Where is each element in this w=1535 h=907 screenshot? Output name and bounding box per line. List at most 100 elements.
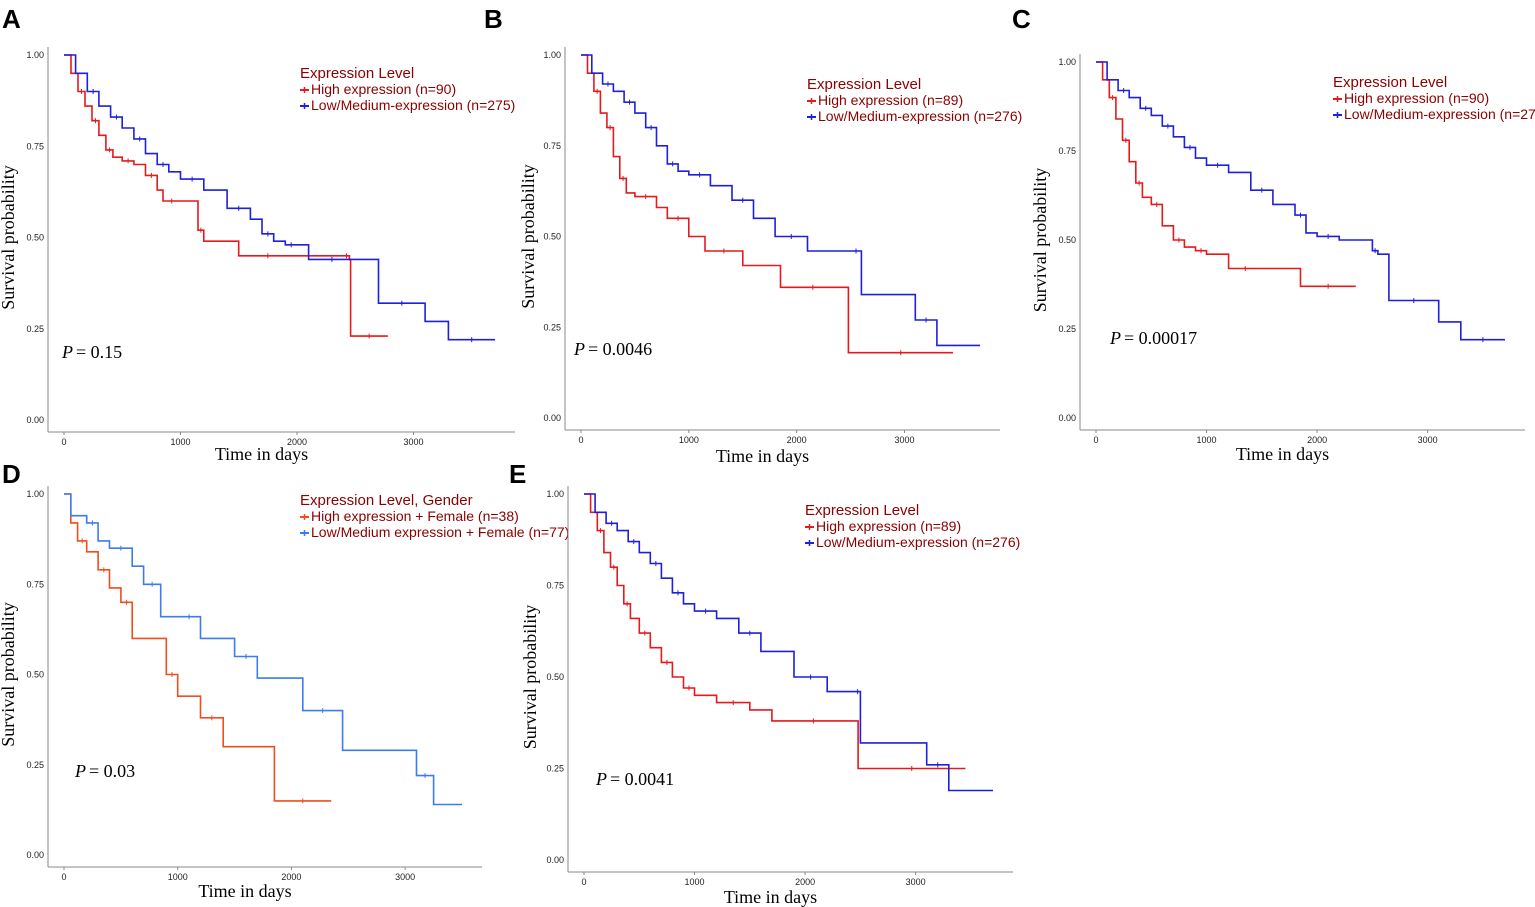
x-axis-title: Time in days <box>198 881 291 901</box>
panel-letter: A <box>2 4 21 34</box>
panel-c: C 0.00 0.25 0.50 0.75 1.00 0 1000 2000 3000 Time i… <box>1012 4 1535 464</box>
legend-entry: High expression (n=90) <box>311 81 456 97</box>
panel-e: E 0.00 0.25 0.50 0.75 1.00 0 1000 2000 3000 Time i… <box>509 459 1020 907</box>
p-symbol: P <box>61 342 73 362</box>
survival-curve-low <box>584 493 993 792</box>
panel-letter: B <box>484 4 503 34</box>
legend-title: Expression Level <box>805 502 919 519</box>
p-value-label: P = 0.0041 <box>595 769 674 789</box>
legend-entry: Low/Medium expression + Female (n=77) <box>311 524 569 540</box>
survival-curve-high <box>581 54 953 354</box>
p-value-label: P = 0.03 <box>74 761 135 781</box>
x-tick-label: 2000 <box>795 877 815 887</box>
p-value-label: P = 0.00017 <box>1109 328 1197 348</box>
legend-title: Expression Level <box>1333 74 1447 91</box>
x-tick-label: 0 <box>61 437 66 447</box>
survival-curve-high <box>584 493 966 770</box>
p-value-label: P = 0.0046 <box>573 339 652 359</box>
p-number: = 0.15 <box>76 342 122 362</box>
legend-entry: Low/Medium-expression (n=276) <box>818 108 1022 124</box>
y-tick-label: 0.00 <box>546 855 564 865</box>
p-number: = 0.0046 <box>588 339 652 359</box>
y-tick-label: 0.00 <box>26 850 44 860</box>
y-tick-label: 0.75 <box>26 141 44 151</box>
y-tick-label: 1.00 <box>543 50 561 60</box>
y-tick-label: 0.25 <box>543 322 561 332</box>
p-number: = 0.0041 <box>610 769 674 789</box>
y-tick-label: 0.25 <box>26 324 44 334</box>
p-symbol: P <box>573 339 585 359</box>
legend-entry: High expression (n=89) <box>816 518 961 534</box>
x-axis-title: Time in days <box>215 444 308 464</box>
x-tick-label: 3000 <box>403 437 423 447</box>
y-tick-label: 0.00 <box>543 413 561 423</box>
x-axis-title: Time in days <box>724 887 817 907</box>
y-tick-label: 0.50 <box>543 232 561 242</box>
y-axis-title: Survival probability <box>518 164 538 308</box>
x-tick-label: 3000 <box>1418 435 1438 445</box>
x-tick-label: 0 <box>1093 435 1098 445</box>
x-tick-label: 2000 <box>787 435 807 445</box>
survival-curve-high <box>1096 61 1356 288</box>
panel-a: A 0.00 0.25 0.50 0.75 1.00 0 1000 2000 3000 Time i… <box>0 4 515 464</box>
y-tick-label: 0.75 <box>543 141 561 151</box>
y-tick-label: 0.00 <box>1058 413 1076 423</box>
y-tick-label: 0.75 <box>1058 146 1076 156</box>
x-tick-label: 0 <box>578 435 583 445</box>
survival-curve-low <box>581 54 980 347</box>
survival-curve-low <box>1096 61 1505 341</box>
y-tick-label: 0.25 <box>1058 324 1076 334</box>
x-tick-label: 1000 <box>168 872 188 882</box>
x-tick-label: 1000 <box>170 437 190 447</box>
y-tick-label: 0.50 <box>546 672 564 682</box>
p-symbol: P <box>1109 328 1121 348</box>
y-tick-label: 0.50 <box>1058 235 1076 245</box>
legend-title: Expression Level, Gender <box>300 492 473 509</box>
y-tick-label: 0.75 <box>26 579 44 589</box>
x-tick-label: 3000 <box>906 877 926 887</box>
legend-entry: Low/Medium-expression (n=275) <box>1344 106 1535 122</box>
x-tick-label: 2000 <box>281 872 301 882</box>
survival-curve-high <box>64 54 388 337</box>
x-tick-label: 0 <box>581 877 586 887</box>
x-tick-label: 3000 <box>894 435 914 445</box>
survival-curve-high <box>64 493 332 802</box>
survival-curve-low <box>64 493 462 806</box>
y-axis-title: Survival probability <box>0 602 18 746</box>
p-number: = 0.00017 <box>1124 328 1197 348</box>
panel-d: D 0.00 0.25 0.50 0.75 1.00 0 1000 2000 3000 Time i… <box>0 459 569 901</box>
y-axis-title: Survival probability <box>1030 168 1050 312</box>
x-tick-label: 0 <box>61 872 66 882</box>
y-tick-label: 1.00 <box>1058 57 1076 67</box>
y-axis-title: Survival probability <box>520 605 540 749</box>
panel-letter: D <box>2 459 21 489</box>
x-tick-label: 2000 <box>1307 435 1327 445</box>
survival-curve-low <box>64 54 495 341</box>
y-tick-label: 1.00 <box>26 50 44 60</box>
y-tick-label: 0.25 <box>546 764 564 774</box>
y-axis-title: Survival probability <box>0 165 18 309</box>
legend-entry: Low/Medium-expression (n=276) <box>816 534 1020 550</box>
p-symbol: P <box>74 761 86 781</box>
panel-letter: C <box>1012 4 1031 34</box>
x-tick-label: 1000 <box>679 435 699 445</box>
y-tick-label: 0.25 <box>26 760 44 770</box>
p-value-label: P = 0.15 <box>61 342 122 362</box>
legend-entry: High expression + Female (n=38) <box>311 508 519 524</box>
y-tick-label: 1.00 <box>546 489 564 499</box>
y-tick-label: 1.00 <box>26 489 44 499</box>
panel-letter: E <box>509 459 526 489</box>
panel-b: B 0.00 0.25 0.50 0.75 1.00 0 1000 2000 3000 Time i… <box>484 4 1022 466</box>
legend-entry: High expression (n=90) <box>1344 90 1489 106</box>
legend-title: Expression Level <box>300 65 414 82</box>
y-tick-label: 0.00 <box>26 415 44 425</box>
x-axis-title: Time in days <box>1236 444 1329 464</box>
legend-title: Expression Level <box>807 76 921 93</box>
x-tick-label: 2000 <box>287 437 307 447</box>
x-axis-title: Time in days <box>716 446 809 466</box>
legend-entry: High expression (n=89) <box>818 92 963 108</box>
x-tick-label: 3000 <box>395 872 415 882</box>
p-number: = 0.03 <box>89 761 135 781</box>
x-tick-label: 1000 <box>1197 435 1217 445</box>
